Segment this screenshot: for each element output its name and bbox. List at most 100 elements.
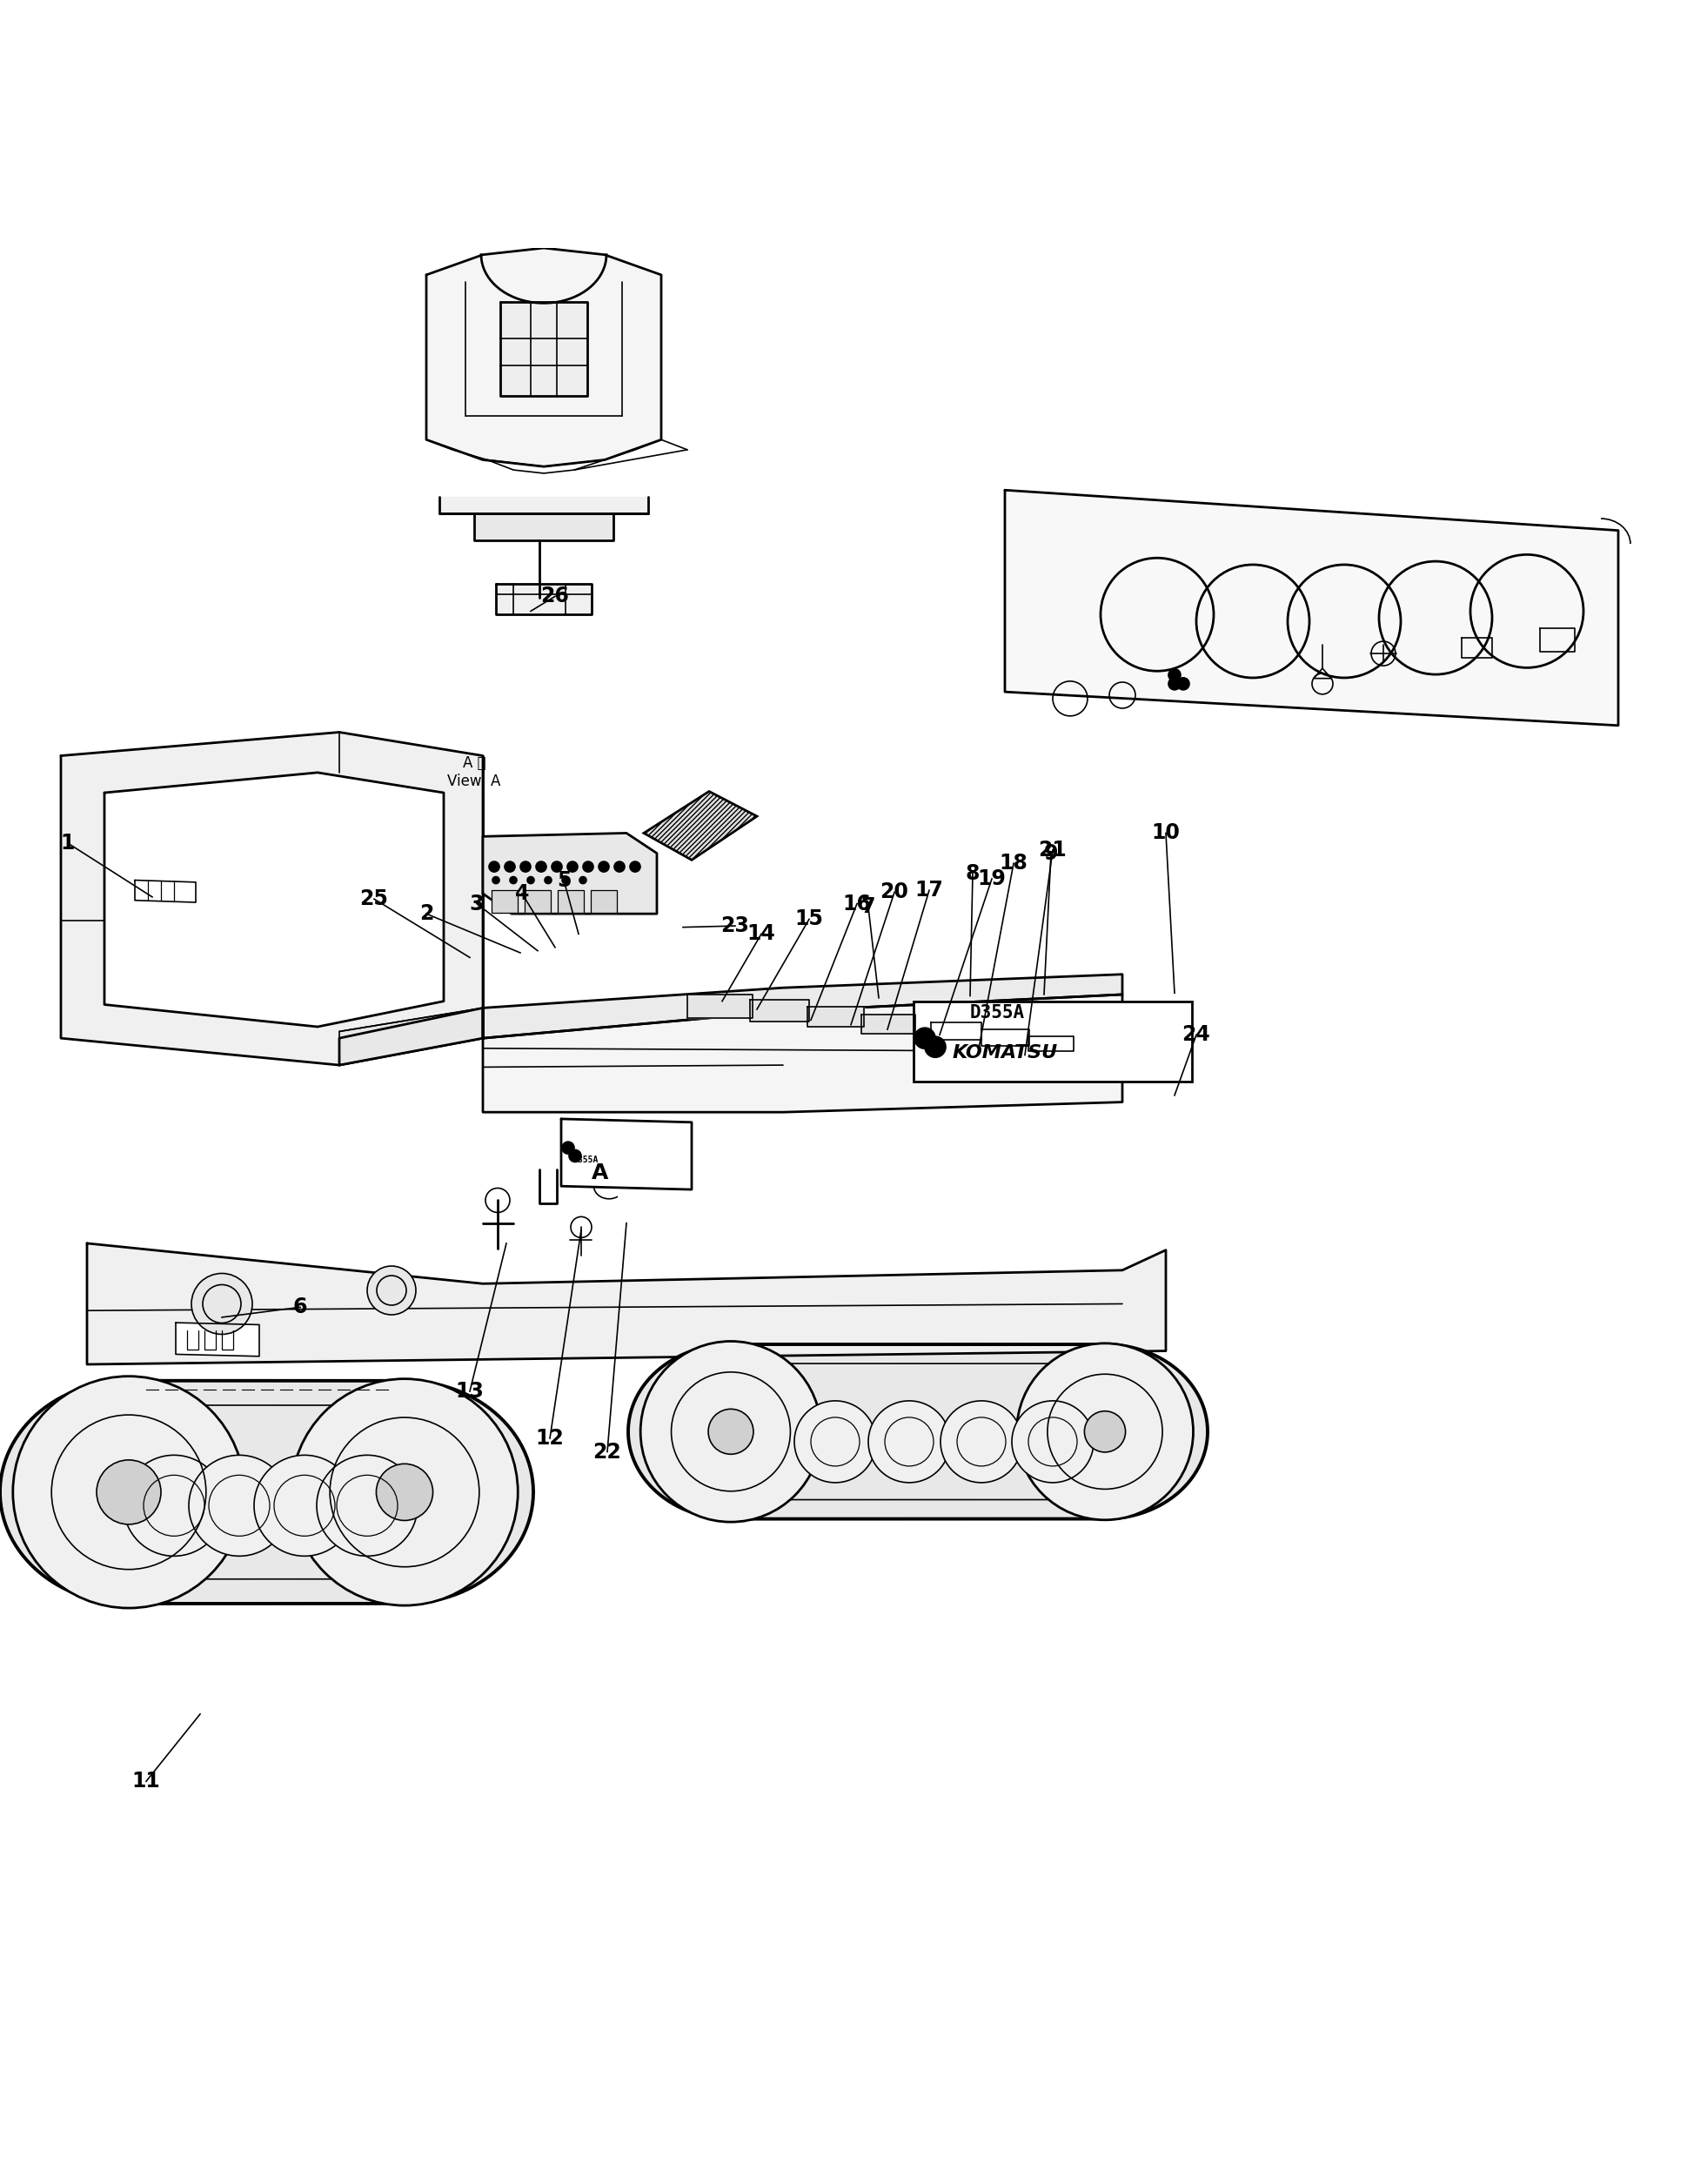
- Text: 22: 22: [592, 1441, 621, 1463]
- Bar: [913, 1000, 1191, 1081]
- Text: 18: 18: [999, 854, 1027, 874]
- Text: 11: 11: [132, 1771, 160, 1791]
- Polygon shape: [590, 891, 616, 913]
- Text: 9: 9: [1043, 843, 1058, 863]
- Circle shape: [545, 876, 552, 885]
- Text: 4: 4: [515, 882, 528, 904]
- Circle shape: [579, 876, 585, 885]
- Polygon shape: [1027, 1035, 1073, 1051]
- Polygon shape: [0, 1380, 533, 1603]
- Polygon shape: [525, 891, 550, 913]
- Text: 19: 19: [977, 869, 1005, 889]
- Polygon shape: [439, 496, 648, 513]
- Text: 15: 15: [795, 909, 823, 930]
- Circle shape: [940, 1400, 1022, 1483]
- Circle shape: [493, 876, 499, 885]
- Circle shape: [867, 1400, 950, 1483]
- Text: 10: 10: [1151, 823, 1179, 843]
- Polygon shape: [557, 891, 584, 913]
- Polygon shape: [560, 1118, 692, 1190]
- Circle shape: [629, 860, 639, 871]
- Circle shape: [96, 1459, 160, 1524]
- Polygon shape: [88, 1243, 1166, 1365]
- Circle shape: [552, 860, 562, 871]
- Polygon shape: [860, 1016, 914, 1033]
- Circle shape: [191, 1273, 251, 1334]
- Circle shape: [562, 876, 569, 885]
- Circle shape: [520, 860, 530, 871]
- Circle shape: [795, 1400, 876, 1483]
- Polygon shape: [491, 891, 518, 913]
- Text: D355A: D355A: [970, 1005, 1024, 1022]
- Circle shape: [376, 1463, 432, 1520]
- Text: 13: 13: [455, 1380, 484, 1402]
- Text: 1: 1: [61, 832, 74, 854]
- Text: 23: 23: [720, 915, 749, 937]
- Text: 14: 14: [747, 924, 774, 943]
- Circle shape: [569, 1149, 580, 1162]
- Circle shape: [914, 1029, 935, 1048]
- Polygon shape: [806, 1007, 864, 1026]
- Text: 3: 3: [469, 893, 484, 915]
- Polygon shape: [135, 880, 196, 902]
- Polygon shape: [474, 513, 612, 539]
- Polygon shape: [931, 1022, 980, 1040]
- Polygon shape: [482, 994, 1122, 1112]
- Polygon shape: [499, 301, 587, 395]
- Text: D355A: D355A: [572, 1155, 597, 1164]
- Circle shape: [509, 876, 516, 885]
- Text: 21: 21: [1038, 839, 1066, 860]
- Text: A 提
View  A: A 提 View A: [447, 756, 501, 788]
- Circle shape: [567, 860, 577, 871]
- Circle shape: [614, 860, 624, 871]
- Circle shape: [504, 860, 515, 871]
- Polygon shape: [427, 249, 661, 467]
- Circle shape: [1176, 677, 1189, 690]
- Circle shape: [709, 1409, 752, 1455]
- Text: 16: 16: [842, 893, 870, 915]
- Circle shape: [123, 1455, 224, 1555]
- Polygon shape: [980, 1029, 1029, 1046]
- Text: 24: 24: [1181, 1024, 1210, 1046]
- Text: 12: 12: [535, 1428, 563, 1448]
- Polygon shape: [643, 791, 756, 860]
- Circle shape: [582, 860, 594, 871]
- Circle shape: [639, 1341, 822, 1522]
- Polygon shape: [482, 832, 656, 913]
- Circle shape: [1167, 677, 1179, 690]
- Polygon shape: [61, 732, 482, 1066]
- Text: 25: 25: [359, 889, 388, 909]
- Circle shape: [1083, 1411, 1125, 1452]
- Polygon shape: [687, 994, 752, 1018]
- Circle shape: [536, 860, 547, 871]
- Circle shape: [924, 1037, 945, 1057]
- Circle shape: [189, 1455, 290, 1555]
- Polygon shape: [339, 1009, 482, 1066]
- Polygon shape: [496, 585, 592, 614]
- Polygon shape: [175, 1324, 260, 1356]
- Polygon shape: [749, 1000, 808, 1022]
- Circle shape: [317, 1455, 417, 1555]
- Polygon shape: [628, 1345, 1206, 1518]
- Circle shape: [1016, 1343, 1193, 1520]
- Text: A: A: [592, 1162, 609, 1184]
- Circle shape: [13, 1376, 245, 1607]
- Circle shape: [368, 1267, 415, 1315]
- Text: KOMATSU: KOMATSU: [951, 1044, 1058, 1061]
- Circle shape: [292, 1378, 518, 1605]
- Polygon shape: [339, 974, 1122, 1066]
- Text: 17: 17: [914, 880, 943, 900]
- Text: 20: 20: [879, 882, 908, 902]
- Text: 7: 7: [860, 898, 876, 917]
- Circle shape: [489, 860, 499, 871]
- Circle shape: [1167, 668, 1179, 681]
- Text: 5: 5: [557, 869, 570, 891]
- Circle shape: [1011, 1400, 1093, 1483]
- Circle shape: [255, 1455, 354, 1555]
- Text: 6: 6: [294, 1297, 307, 1317]
- Polygon shape: [1004, 489, 1618, 725]
- Text: 2: 2: [418, 904, 434, 924]
- Text: 26: 26: [540, 585, 569, 607]
- Circle shape: [599, 860, 609, 871]
- Polygon shape: [105, 773, 444, 1026]
